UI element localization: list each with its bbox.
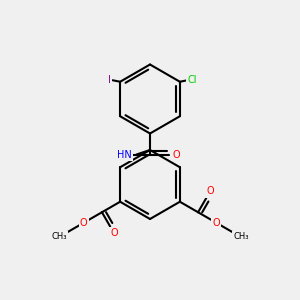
Text: Cl: Cl: [187, 75, 196, 85]
Text: CH₃: CH₃: [51, 232, 67, 242]
Text: O: O: [212, 218, 220, 228]
Text: CH₃: CH₃: [233, 232, 249, 242]
Text: O: O: [110, 228, 118, 238]
Text: O: O: [80, 218, 88, 228]
Text: I: I: [108, 75, 111, 85]
Text: HN: HN: [117, 149, 132, 160]
Text: O: O: [172, 149, 180, 160]
Text: O: O: [206, 187, 214, 196]
